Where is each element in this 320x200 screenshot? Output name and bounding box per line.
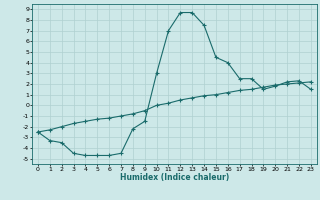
X-axis label: Humidex (Indice chaleur): Humidex (Indice chaleur)	[120, 173, 229, 182]
